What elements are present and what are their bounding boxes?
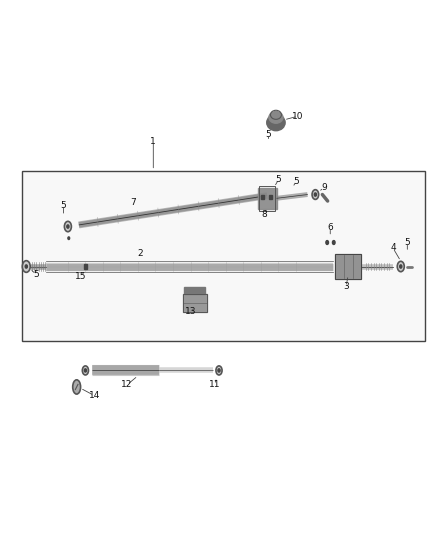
Bar [258,188,277,208]
Ellipse shape [67,225,69,228]
Ellipse shape [267,115,285,131]
Ellipse shape [269,111,283,123]
Ellipse shape [84,369,86,372]
Text: 13: 13 [185,308,196,316]
Ellipse shape [73,380,81,394]
Ellipse shape [399,265,402,268]
Bar [259,186,275,211]
Ellipse shape [218,369,220,372]
Ellipse shape [326,240,328,245]
Bar [183,294,207,312]
Text: 5: 5 [33,270,39,279]
Text: 10: 10 [292,112,304,120]
Bar [84,264,87,269]
Text: 3: 3 [343,282,349,291]
Ellipse shape [397,261,404,272]
Text: 5: 5 [293,177,299,185]
Bar [335,254,361,279]
Text: 14: 14 [88,391,100,400]
Text: 15: 15 [75,272,87,280]
Text: 9: 9 [321,183,327,192]
Ellipse shape [22,261,30,272]
Text: 4: 4 [390,244,396,252]
Ellipse shape [25,265,27,268]
Bar [335,254,361,279]
Text: 5: 5 [276,175,282,184]
Text: 1: 1 [150,137,156,146]
Bar [184,287,205,294]
Text: 5: 5 [404,238,410,247]
Ellipse shape [314,193,316,196]
Ellipse shape [312,190,319,199]
Text: 2: 2 [138,249,143,257]
Text: 11: 11 [209,381,220,389]
Text: 6: 6 [327,223,333,232]
Ellipse shape [82,366,88,375]
Text: 5: 5 [60,201,67,209]
Text: 5: 5 [265,130,272,139]
Ellipse shape [332,240,335,245]
Bar [269,195,272,199]
Ellipse shape [216,366,222,375]
Text: 12: 12 [121,381,133,389]
Bar [261,195,264,199]
Bar [22,171,425,341]
Ellipse shape [64,221,71,232]
Bar [183,294,207,312]
Text: 7: 7 [131,198,137,207]
Text: 8: 8 [261,210,267,219]
Ellipse shape [68,237,70,239]
